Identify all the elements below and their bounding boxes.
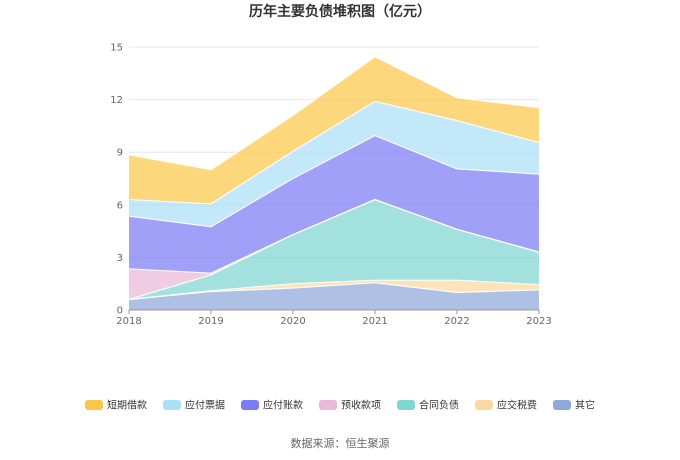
line-应付票据 xyxy=(128,100,540,205)
series-lines xyxy=(128,55,540,301)
legend-label: 应付账款 xyxy=(263,399,303,412)
x-tick-label: 2020 xyxy=(280,316,305,327)
area-短期借款 xyxy=(129,56,539,204)
legend-item-预收款项[interactable]: 预收款项 xyxy=(319,399,381,412)
axes: 0 3 6 9 12 15 2018 2019 2020 2021 2022 2023 xyxy=(110,43,551,328)
legend-swatch xyxy=(553,400,571,410)
y-tick-label: 12 xyxy=(110,95,123,106)
legend-swatch xyxy=(85,400,103,410)
line-预收款项 xyxy=(128,198,540,274)
area-应付票据 xyxy=(129,101,539,227)
area-合同负债 xyxy=(129,199,539,300)
legend-swatch xyxy=(319,400,337,410)
x-tick-label: 2019 xyxy=(198,316,223,327)
area-应付账款 xyxy=(129,135,539,274)
chart-title: 历年主要负债堆积图（亿元） xyxy=(249,3,431,20)
legend-item-短期借款[interactable]: 短期借款 xyxy=(85,399,147,412)
legend-item-合同负债[interactable]: 合同负债 xyxy=(397,399,459,412)
y-tick-label: 0 xyxy=(117,306,123,317)
line-应交税费 xyxy=(128,279,540,301)
data-source: 数据来源：恒生聚源 xyxy=(291,436,390,450)
legend-swatch xyxy=(397,400,415,410)
legend-item-应付票据[interactable]: 应付票据 xyxy=(163,399,225,412)
legend[interactable]: 短期借款 应付票据 应付账款 预收款项 合同负债 应交税费 其它 xyxy=(85,399,595,412)
legend-label: 其它 xyxy=(575,399,595,412)
y-tick-label: 9 xyxy=(117,148,123,159)
line-应付账款 xyxy=(128,134,540,228)
legend-label: 应付票据 xyxy=(185,399,225,412)
legend-swatch xyxy=(163,400,181,410)
stacked-areas xyxy=(129,56,539,310)
legend-item-其它[interactable]: 其它 xyxy=(553,399,595,412)
legend-swatch xyxy=(475,400,493,410)
x-tick-label: 2023 xyxy=(526,316,551,327)
legend-label: 应交税费 xyxy=(497,399,537,412)
y-tick-label: 3 xyxy=(117,253,123,264)
legend-item-应交税费[interactable]: 应交税费 xyxy=(475,399,537,412)
legend-label: 预收款项 xyxy=(341,399,381,412)
legend-label: 合同负债 xyxy=(419,399,459,412)
x-tick-label: 2018 xyxy=(116,316,141,327)
line-短期借款 xyxy=(128,55,540,171)
line-其它 xyxy=(128,282,540,301)
y-tick-label: 15 xyxy=(110,43,123,54)
x-tick-label: 2021 xyxy=(362,316,387,327)
area-其它 xyxy=(129,282,539,310)
legend-label: 短期借款 xyxy=(107,399,147,412)
legend-item-应付账款[interactable]: 应付账款 xyxy=(241,399,303,412)
y-tick-label: 6 xyxy=(117,200,123,211)
area-应交税费 xyxy=(129,280,539,300)
legend-swatch xyxy=(241,400,259,410)
x-tick-label: 2022 xyxy=(444,316,469,327)
